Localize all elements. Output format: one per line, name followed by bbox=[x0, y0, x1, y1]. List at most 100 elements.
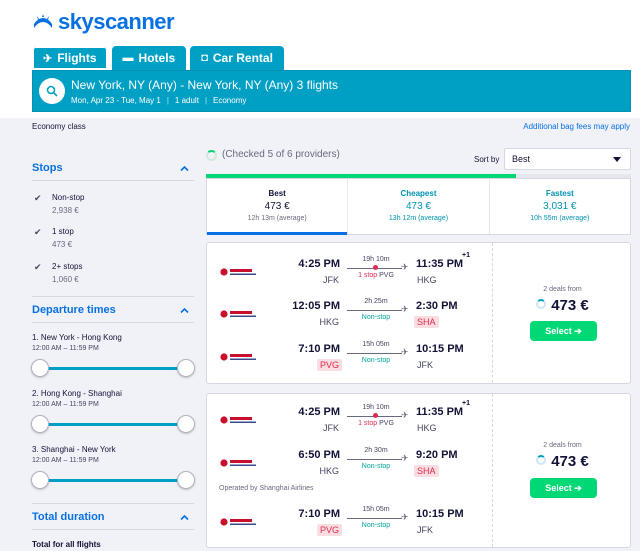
china-eastern-logo-icon bbox=[220, 268, 256, 276]
departure-time: 4:25 PM bbox=[298, 406, 340, 418]
tab-hotels[interactable]: ▬ Hotels bbox=[111, 46, 187, 70]
result-card[interactable]: 4:25 PM JFK 19h 10m ✈ 1 stop PVG 11:35 P… bbox=[206, 242, 631, 384]
route-line bbox=[347, 310, 402, 311]
plane-icon: ✈ bbox=[401, 262, 409, 272]
price-value: 473 € bbox=[551, 453, 589, 470]
select-button[interactable]: Select ➔ bbox=[530, 321, 597, 341]
departure-slider-track[interactable] bbox=[40, 367, 186, 370]
arrival-time: 10:15 PM bbox=[416, 508, 464, 520]
stop-label: 2+ stops bbox=[52, 262, 83, 271]
sunrise-logo-icon bbox=[34, 14, 52, 28]
economy-class-label: Economy class bbox=[32, 122, 86, 131]
slider-handle-end[interactable] bbox=[177, 359, 195, 377]
flight-leg: 4:25 PM JFK 19h 10m ✈ 1 stop PVG 11:35 P… bbox=[207, 400, 492, 442]
stop-dot-icon bbox=[373, 413, 378, 418]
result-price: 473 € bbox=[493, 297, 632, 314]
plane-icon: ✈ bbox=[401, 347, 409, 357]
providers-checked-text: (Checked 5 of 6 providers) bbox=[222, 149, 340, 160]
select-button[interactable]: Select ➔ bbox=[530, 478, 597, 498]
deals-count: 2 deals from bbox=[543, 442, 582, 449]
dates-text: Mon, Apr 23 - Tue, May 1 bbox=[71, 96, 161, 105]
departure-airport: JFK bbox=[322, 275, 339, 285]
separator: | bbox=[166, 96, 169, 105]
arrival-airport: JFK bbox=[417, 360, 434, 370]
leg-stops: Non-stop bbox=[361, 463, 391, 470]
plane-icon: ✈ bbox=[401, 512, 409, 522]
departure-leg-range: 12:00 AM – 11:59 PM bbox=[32, 457, 99, 464]
departure-slider-track[interactable] bbox=[40, 423, 186, 426]
slider-handle-start[interactable] bbox=[31, 415, 49, 433]
arrival-time: 11:35 PM bbox=[416, 406, 464, 418]
tab-car-rental[interactable]: ◘ Car Rental bbox=[190, 46, 284, 70]
stop-label: 1 stop bbox=[52, 227, 74, 236]
duration-filter-title[interactable]: Total duration bbox=[32, 511, 105, 523]
next-day-indicator: +1 bbox=[462, 400, 470, 407]
stops-count: 1 stop bbox=[358, 420, 378, 427]
tab-label: Flights bbox=[57, 51, 97, 65]
bag-fees-link[interactable]: Additional bag fees may apply bbox=[523, 122, 630, 131]
summary-price: 473 € bbox=[264, 201, 290, 212]
vertical-tabs: ✈ Flights ▬ Hotels ◘ Car Rental bbox=[32, 46, 288, 70]
chevron-up-icon[interactable] bbox=[180, 306, 189, 315]
arrival-time: 11:35 PM bbox=[416, 258, 464, 270]
separator: | bbox=[204, 96, 208, 105]
sort-dropdown[interactable]: Best bbox=[504, 148, 631, 170]
china-eastern-logo-icon bbox=[220, 518, 256, 526]
route-line bbox=[347, 353, 402, 354]
loading-spinner-icon bbox=[536, 455, 547, 465]
slider-handle-end[interactable] bbox=[177, 415, 195, 433]
brand-name: skyscanner bbox=[58, 9, 175, 34]
divider bbox=[32, 503, 194, 504]
tab-flights[interactable]: ✈ Flights bbox=[32, 46, 108, 70]
operated-by-text: Operated by Shanghai Airlines bbox=[219, 485, 314, 492]
departure-slider-track[interactable] bbox=[40, 479, 186, 482]
search-button[interactable] bbox=[39, 78, 65, 104]
checkbox-checked-icon[interactable]: ✔ bbox=[34, 193, 42, 203]
search-summary-bar[interactable]: New York, NY (Any) - New York, NY (Any) … bbox=[32, 70, 631, 112]
slider-handle-start[interactable] bbox=[31, 471, 49, 489]
stops-filter-title[interactable]: Stops bbox=[32, 162, 63, 174]
china-eastern-logo-icon bbox=[220, 310, 256, 318]
skyscanner-logo[interactable]: skyscanner bbox=[32, 9, 175, 35]
next-day-indicator: +1 bbox=[462, 252, 470, 259]
travellers-text: 1 adult bbox=[174, 96, 199, 105]
departure-time: 7:10 PM bbox=[298, 343, 340, 355]
flight-leg: 12:05 PM HKG 2h 25m ✈ Non-stop 2:30 PM S… bbox=[207, 298, 492, 336]
chevron-up-icon[interactable] bbox=[180, 513, 189, 522]
departure-airport: HKG bbox=[319, 317, 339, 327]
leg-duration: 2h 30m bbox=[364, 447, 388, 454]
departure-leg-label: 3. Shanghai - New York bbox=[32, 445, 116, 454]
china-eastern-logo-icon bbox=[220, 459, 256, 467]
tab-best[interactable]: Best 473 € 12h 13m (average) bbox=[207, 179, 349, 235]
bed-icon: ▬ bbox=[122, 52, 134, 64]
summary-title: Best bbox=[268, 189, 286, 198]
arrival-time: 9:20 PM bbox=[416, 449, 458, 461]
divider bbox=[32, 296, 194, 297]
arrival-airport: HKG bbox=[417, 275, 437, 285]
divider bbox=[32, 322, 194, 323]
duration-subtitle: Total for all flights bbox=[32, 540, 101, 549]
tab-fastest[interactable]: Fastest 3,031 € 10h 55m (average) bbox=[490, 179, 630, 234]
header: skyscanner ✈ Flights ▬ Hotels ◘ Car Rent… bbox=[0, 0, 640, 118]
search-icon bbox=[46, 85, 58, 97]
result-card[interactable]: 4:25 PM JFK 19h 10m ✈ 1 stop PVG 11:35 P… bbox=[206, 393, 631, 548]
checkbox-checked-icon[interactable]: ✔ bbox=[34, 262, 42, 272]
departure-filter-title[interactable]: Departure times bbox=[32, 304, 116, 316]
stop-airport: PVG bbox=[379, 420, 394, 427]
progress-bar-track bbox=[206, 174, 631, 178]
slider-handle-end[interactable] bbox=[177, 471, 195, 489]
checkbox-checked-icon[interactable]: ✔ bbox=[34, 227, 42, 237]
flight-leg: 7:10 PM PVG 15h 05m ✈ Non-stop 10:15 PM … bbox=[207, 341, 492, 379]
slider-handle-start[interactable] bbox=[31, 359, 49, 377]
flight-leg: 6:50 PM HKG 2h 30m ✈ Non-stop 9:20 PM SH… bbox=[207, 447, 492, 485]
summary-price: 3,031 € bbox=[543, 201, 577, 212]
cabin-text: Economy bbox=[213, 96, 247, 105]
chevron-up-icon[interactable] bbox=[180, 164, 189, 173]
china-eastern-logo-icon bbox=[220, 416, 256, 424]
tab-cheapest[interactable]: Cheapest 473 € 13h 12m (average) bbox=[348, 179, 490, 234]
leg-duration: 2h 25m bbox=[364, 298, 388, 305]
departure-time: 6:50 PM bbox=[298, 449, 340, 461]
stop-price: 2,938 € bbox=[52, 206, 79, 215]
departure-airport-changed: PVG bbox=[316, 524, 342, 536]
arrival-airport-changed: SHA bbox=[414, 465, 439, 477]
